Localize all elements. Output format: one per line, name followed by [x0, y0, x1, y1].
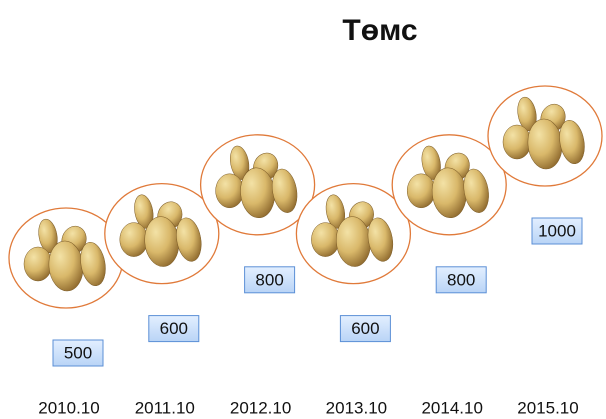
potato [407, 174, 435, 208]
potato-icon [296, 184, 410, 284]
value-label: 800 [255, 270, 283, 289]
potato [503, 125, 531, 159]
value-label: 600 [160, 319, 188, 338]
potato-icon [392, 135, 506, 235]
potato [24, 247, 52, 281]
potato [120, 223, 148, 257]
potato [216, 174, 244, 208]
value-label: 800 [447, 270, 475, 289]
x-tick-label: 2011.10 [135, 398, 195, 417]
potato-icon [201, 135, 315, 235]
value-label: 600 [351, 319, 379, 338]
x-tick-label: 2015.10 [517, 398, 578, 417]
x-tick-label: 2014.10 [421, 398, 482, 417]
chart: Төмс 500 2010.10 600 2011.10 800 2012.10 600 20… [0, 0, 606, 419]
chart-title: Төмс [342, 14, 417, 47]
potato-icon [105, 184, 219, 284]
potato [311, 223, 339, 257]
potato-icon [488, 86, 602, 186]
x-tick-label: 2010.10 [38, 398, 99, 417]
page: Төмс 500 2010.10 600 2011.10 800 2012.10 600 20… [0, 0, 606, 419]
value-label: 500 [64, 343, 92, 362]
value-label: 1000 [538, 221, 576, 240]
x-tick-label: 2013.10 [326, 398, 387, 417]
x-tick-label: 2012.10 [230, 398, 291, 417]
